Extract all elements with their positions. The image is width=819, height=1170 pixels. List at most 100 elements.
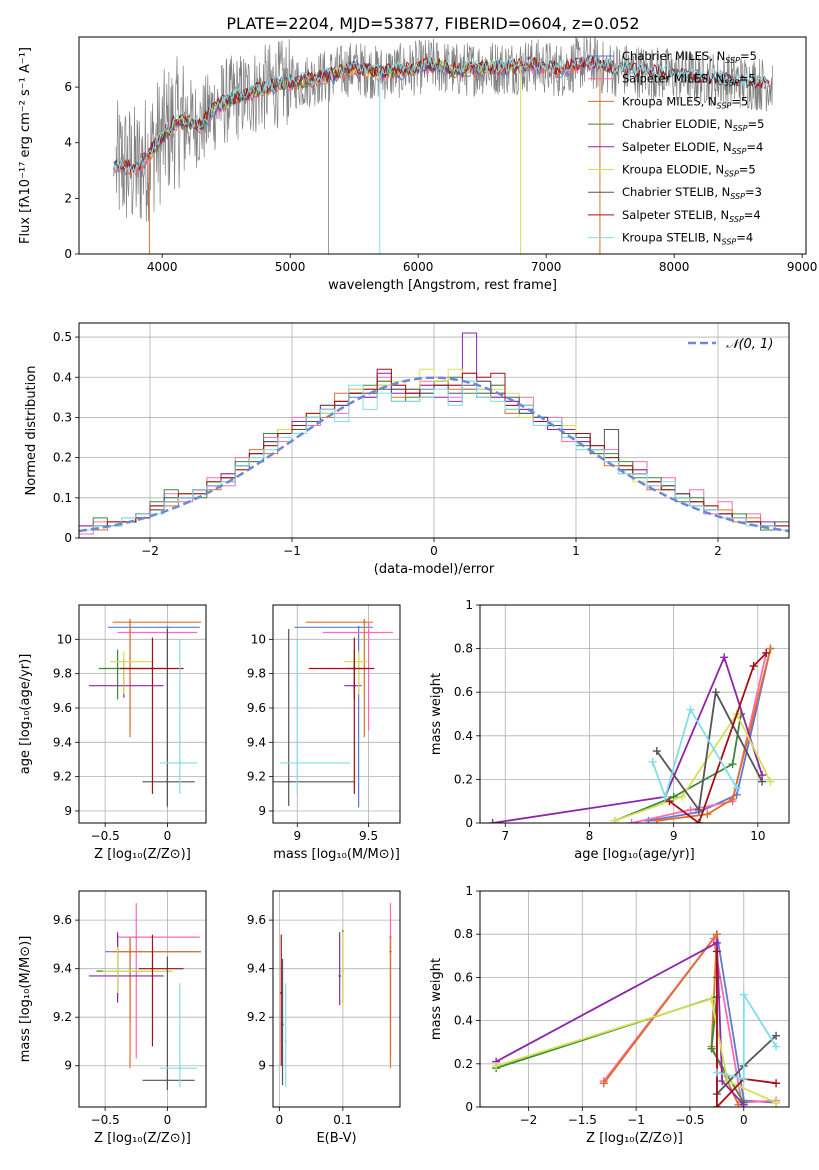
tick-label-y: 0 [64,531,72,545]
weight-marker-salpeter_elodie [739,1100,748,1107]
figure-title: PLATE=2204, MJD=53877, FIBERID=0604, z=0… [226,14,639,33]
tick-label-y: 9.8 [53,667,72,681]
tick-label-y: 9 [64,1059,72,1073]
legend-label-kroupa_elodie: Kroupa ELODIE, NSSP=5 [622,163,756,179]
tick-label-x: 8000 [659,260,690,274]
axis-label-y: Normed distribution [24,366,39,496]
tick-label-x: 7 [501,829,509,843]
tick-label-x: −1 [283,544,301,558]
tick-label-y: 9 [258,804,266,818]
weight-line-chabrier_stelib [656,689,763,813]
point-salpeter_stelib [353,667,356,670]
weight-marker-salpeter_elodie [488,819,497,823]
axis-label-x: Z [log₁₀(Z/Z⊙)] [94,1131,191,1146]
axis-label-y: mass weight [429,673,444,755]
axis-label-x: Z [log₁₀(Z/Z⊙)] [586,1131,683,1146]
tick-label-x: −0.5 [91,829,120,843]
weight-line-kroupa_stelib [651,707,738,800]
plot-area-residuals [79,332,789,538]
point-salpeter_miles [367,631,370,634]
panel-mass_weight_vs_z: −2 −1.5 −1 −0.5 0 0 0.2 0.4 0.6 0.8 1 Z [log₁₀(Z/Z⊙… [429,884,790,1146]
tick-label-x: −0.5 [91,1113,120,1127]
axis-label-x: wavelength [Angstrom, rest frame] [328,278,557,293]
weight-marker-chabrier_stelib [711,688,720,697]
weight-marker-chabrier_stelib [694,805,703,814]
tick-label-y: 9 [64,804,72,818]
legend-count: =3 [745,185,762,199]
legend-label-salpeter_elodie: Salpeter ELODIE, NSSP=4 [622,140,763,156]
tick-label-y: 9.4 [53,735,72,749]
tick-label-y: 0.8 [454,642,473,656]
tick-label-x: 9 [670,829,678,843]
weight-line-salpeter_miles [631,652,768,823]
weight-line-kroupa_elodie [614,712,772,822]
legend-subscript: SSP [732,147,747,156]
panel-mass_vs_ebv: 0 0.1 9 9.2 9.4 9.6 E(B-V) [247,890,401,1146]
legend-label-kroupa_stelib: Kroupa STELIB, NSSP=4 [622,231,753,247]
legend-label-salpeter_miles: Salpeter MILES, NSSP=5 [622,72,756,88]
tick-label-y: 9.2 [53,1010,72,1024]
tick-label-y: 9.6 [53,913,72,927]
tick-label-y: 1 [465,598,473,612]
axis-label-y: mass weight [429,958,444,1040]
tick-label-y: 9.4 [247,735,266,749]
plot-area-spectrum [113,37,773,254]
panel-residuals: −2 −1 0 1 2 0 0.1 0.2 0.3 0.4 0.5 (data-model)/erro… [24,322,790,577]
point-kroupa_miles [363,620,366,624]
point-chabrier_stelib [166,780,169,784]
weight-line-salpeter_stelib [716,951,777,1107]
plot-area-age_vs_mass [273,618,393,808]
weight-marker-salpeter_elodie [712,938,721,947]
tick-label-x: 9000 [787,260,818,274]
legend-subscript: SSP [725,56,740,65]
point-salpeter_stelib [151,667,154,670]
tick-label-x: 6000 [403,260,434,274]
tick-label-y: 1 [465,884,473,898]
legend-count: =4 [746,140,763,154]
panel-age_vs_z: −0.5 0 9 9.2 9.4 9.6 9.8 10 Z [log₁₀(Z/Z⊙)] age [… [18,604,207,862]
axis-label-y: mass [log₁₀(M/M⊙)] [18,936,33,1063]
point-chabrier_stelib [166,1079,169,1082]
weight-marker-kroupa_stelib [661,792,670,801]
weight-marker-salpeter_stelib [762,648,771,657]
tick-label-x: −2 [141,544,159,558]
hist-step-kroupa_stelib [79,380,789,538]
point-kroupa_stelib [178,761,182,765]
weight-marker-kroupa_elodie [678,792,687,801]
tick-label-y: 0 [64,247,72,261]
axes-frame [479,890,790,1108]
weight-marker-chabrier_miles [644,816,653,823]
weight-marker-kroupa_miles [728,795,737,804]
axis-label-x: Z [log₁₀(Z/Z⊙)] [94,847,191,862]
tick-label-x: 8 [586,829,594,843]
tick-label-y: 0.4 [53,370,72,384]
weight-marker-kroupa_miles [712,930,721,939]
weight-marker-salpeter_elodie [720,653,729,662]
axis-label-x: E(B-V) [316,1131,356,1146]
point-chabrier_miles [357,626,360,629]
axis-label-x: mass [log₁₀(M/M⊙)] [273,847,400,862]
tick-label-x: 10 [750,829,765,843]
legend-subscript: SSP [717,101,732,110]
tick-label-x: 4000 [147,260,178,274]
tick-label-y: 0 [465,816,473,830]
legend-count: =5 [748,117,765,131]
tick-label-y: 9.6 [53,701,72,715]
tick-label-x: 7000 [531,260,562,274]
weight-marker-chabrier_stelib [758,777,767,786]
axis-label-y: age [log₁₀(age/yr)] [18,654,33,775]
axes-frame [272,604,401,824]
weight-marker-kroupa_stelib [648,757,657,766]
tick-label-y: 0.6 [454,970,473,984]
weight-marker-salpeter_miles [627,819,636,823]
point-kroupa_miles [389,950,392,953]
weight-marker-kroupa_elodie [772,1098,781,1107]
point-chabrier_elodie [116,667,119,670]
tick-label-x: 0 [276,1113,284,1127]
legend-count: =5 [739,72,756,86]
legend-subscript: SSP [722,238,737,247]
legend-subscript: SSP [724,79,739,88]
tick-label-y: 9.2 [247,770,266,784]
weight-line-kroupa_elodie [495,997,777,1104]
